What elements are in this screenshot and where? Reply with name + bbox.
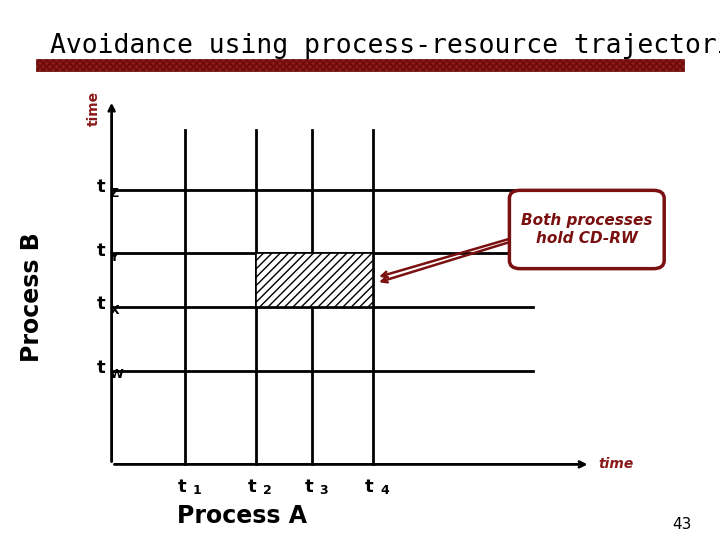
Text: Process B: Process B: [20, 232, 45, 362]
Text: W: W: [109, 368, 123, 381]
Text: t: t: [305, 478, 313, 496]
Text: 1: 1: [192, 484, 201, 497]
Text: t: t: [97, 295, 106, 313]
Text: 3: 3: [320, 484, 328, 497]
Text: t: t: [97, 359, 106, 377]
Text: X: X: [109, 305, 119, 318]
Bar: [36, 59, 684, 71]
Text: Process A: Process A: [177, 504, 307, 528]
Text: t: t: [177, 478, 186, 496]
Text: Z: Z: [109, 187, 119, 200]
Text: t: t: [248, 478, 256, 496]
Text: 4: 4: [380, 484, 389, 497]
Text: t: t: [97, 178, 106, 196]
Text: Y: Y: [109, 251, 118, 264]
Text: Avoidance using process-resource trajectories: Avoidance using process-resource traject…: [50, 33, 720, 59]
Text: time: time: [86, 90, 101, 126]
Text: 43: 43: [672, 517, 691, 532]
Text: t: t: [365, 478, 374, 496]
FancyBboxPatch shape: [509, 191, 664, 269]
Text: t: t: [97, 242, 106, 260]
Text: Both processes
hold CD-RW: Both processes hold CD-RW: [521, 213, 652, 246]
Bar: [256, 253, 373, 307]
Text: 2: 2: [263, 484, 271, 497]
Text: time: time: [598, 457, 633, 471]
